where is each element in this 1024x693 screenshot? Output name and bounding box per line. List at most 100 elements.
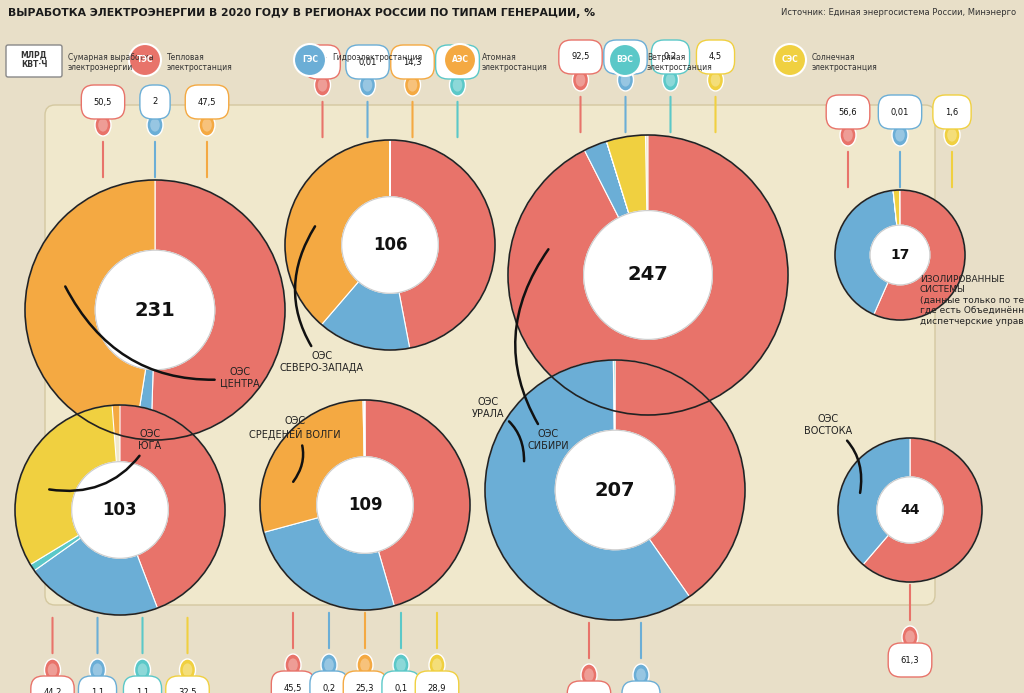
Text: 1,6: 1,6 bbox=[945, 107, 958, 116]
Text: 44,2: 44,2 bbox=[43, 689, 61, 693]
Text: 50,5: 50,5 bbox=[94, 98, 113, 107]
Text: 0,01: 0,01 bbox=[616, 53, 635, 62]
Text: 17: 17 bbox=[890, 248, 909, 262]
Circle shape bbox=[95, 250, 215, 370]
Ellipse shape bbox=[429, 654, 445, 676]
Text: 25,3: 25,3 bbox=[355, 683, 374, 692]
Text: Солнечная
электростанция: Солнечная электростанция bbox=[812, 53, 878, 72]
Ellipse shape bbox=[134, 659, 151, 681]
Ellipse shape bbox=[895, 128, 905, 141]
Wedge shape bbox=[835, 191, 897, 315]
Text: 45,5: 45,5 bbox=[284, 683, 302, 692]
Ellipse shape bbox=[95, 114, 111, 136]
Ellipse shape bbox=[321, 654, 337, 676]
Text: 109: 109 bbox=[348, 496, 382, 514]
Wedge shape bbox=[485, 360, 689, 620]
Wedge shape bbox=[364, 400, 365, 457]
Wedge shape bbox=[606, 141, 629, 213]
Text: 207: 207 bbox=[595, 480, 635, 500]
Circle shape bbox=[877, 477, 943, 543]
Circle shape bbox=[342, 197, 438, 293]
Ellipse shape bbox=[572, 69, 589, 91]
Text: ВЭС: ВЭС bbox=[616, 55, 634, 64]
Text: ГЭС: ГЭС bbox=[302, 55, 318, 64]
Ellipse shape bbox=[360, 658, 370, 672]
Ellipse shape bbox=[585, 669, 594, 682]
Ellipse shape bbox=[182, 663, 193, 676]
Ellipse shape bbox=[408, 78, 418, 91]
Text: МЛРД
КВТ·Ч: МЛРД КВТ·Ч bbox=[20, 50, 47, 69]
Ellipse shape bbox=[288, 658, 298, 672]
Text: 1,1: 1,1 bbox=[91, 689, 104, 693]
Circle shape bbox=[294, 44, 326, 76]
Text: АЭС: АЭС bbox=[452, 55, 469, 64]
Wedge shape bbox=[585, 141, 629, 218]
Ellipse shape bbox=[947, 128, 956, 141]
Text: 0,01: 0,01 bbox=[358, 58, 377, 67]
Text: Атомная
электростанция: Атомная электростанция bbox=[482, 53, 548, 72]
Text: 32,5: 32,5 bbox=[178, 689, 197, 693]
Wedge shape bbox=[873, 190, 965, 320]
Wedge shape bbox=[31, 535, 81, 570]
Ellipse shape bbox=[151, 119, 160, 132]
Ellipse shape bbox=[98, 119, 108, 132]
Wedge shape bbox=[838, 438, 910, 565]
Ellipse shape bbox=[359, 74, 376, 96]
Text: ТЭС: ТЭС bbox=[137, 55, 154, 64]
Ellipse shape bbox=[621, 73, 631, 87]
Text: ОЭС
СЕВЕРО-ЗАПАДА: ОЭС СЕВЕРО-ЗАПАДА bbox=[280, 227, 364, 373]
Text: 231: 231 bbox=[134, 301, 175, 319]
Text: Сумарная выработка
электроэнергии: Сумарная выработка электроэнергии bbox=[68, 53, 154, 72]
Text: 14,3: 14,3 bbox=[403, 58, 422, 67]
Ellipse shape bbox=[840, 124, 856, 146]
Circle shape bbox=[129, 44, 161, 76]
Text: Гидроэлектростанция: Гидроэлектростанция bbox=[332, 53, 422, 62]
Wedge shape bbox=[893, 190, 900, 225]
Wedge shape bbox=[151, 180, 285, 440]
Ellipse shape bbox=[179, 659, 196, 681]
Text: 44: 44 bbox=[900, 503, 920, 517]
Ellipse shape bbox=[314, 74, 331, 96]
Wedge shape bbox=[135, 369, 154, 440]
Ellipse shape bbox=[711, 73, 720, 87]
Wedge shape bbox=[260, 400, 365, 532]
Ellipse shape bbox=[325, 658, 334, 672]
Text: 56,6: 56,6 bbox=[839, 107, 857, 116]
Ellipse shape bbox=[93, 663, 102, 676]
Ellipse shape bbox=[393, 654, 409, 676]
Text: ОЭС
СИБИРИ: ОЭС СИБИРИ bbox=[515, 249, 568, 451]
Text: 92,5: 92,5 bbox=[571, 53, 590, 62]
Text: 61,3: 61,3 bbox=[901, 656, 920, 665]
Ellipse shape bbox=[666, 73, 675, 87]
Text: 2: 2 bbox=[153, 98, 158, 107]
Ellipse shape bbox=[357, 654, 373, 676]
Text: ВЫРАБОТКА ЭЛЕКТРОЭНЕРГИИ В 2020 ГОДУ В РЕГИОНАХ РОССИИ ПО ТИПАМ ГЕНЕРАЦИИ, %: ВЫРАБОТКА ЭЛЕКТРОЭНЕРГИИ В 2020 ГОДУ В Р… bbox=[8, 8, 595, 18]
Text: 0,1: 0,1 bbox=[394, 683, 408, 692]
Wedge shape bbox=[863, 438, 982, 582]
Ellipse shape bbox=[362, 78, 373, 91]
Circle shape bbox=[444, 44, 476, 76]
Circle shape bbox=[316, 457, 414, 553]
Circle shape bbox=[609, 44, 641, 76]
Ellipse shape bbox=[892, 124, 908, 146]
Ellipse shape bbox=[432, 658, 441, 672]
Text: ОЭС
СРЕДЕНЕЙ ВОЛГИ: ОЭС СРЕДЕНЕЙ ВОЛГИ bbox=[249, 416, 341, 482]
Text: 1,1: 1,1 bbox=[136, 689, 150, 693]
Wedge shape bbox=[606, 135, 647, 213]
Circle shape bbox=[584, 211, 713, 340]
Text: 0,2: 0,2 bbox=[323, 683, 336, 692]
Wedge shape bbox=[120, 405, 225, 608]
Text: 106: 106 bbox=[373, 236, 408, 254]
Ellipse shape bbox=[48, 663, 57, 676]
Text: Источник: Единая энергосистема России, Минэнерго: Источник: Единая энергосистема России, М… bbox=[781, 8, 1016, 17]
Ellipse shape bbox=[663, 69, 679, 91]
Wedge shape bbox=[25, 180, 155, 439]
Wedge shape bbox=[893, 191, 897, 225]
Ellipse shape bbox=[617, 69, 634, 91]
Ellipse shape bbox=[708, 69, 724, 91]
Wedge shape bbox=[285, 140, 390, 324]
Ellipse shape bbox=[905, 631, 914, 644]
Ellipse shape bbox=[89, 659, 105, 681]
Text: ОЭС
ЦЕНТРА: ОЭС ЦЕНТРА bbox=[66, 286, 260, 389]
Wedge shape bbox=[365, 400, 470, 606]
